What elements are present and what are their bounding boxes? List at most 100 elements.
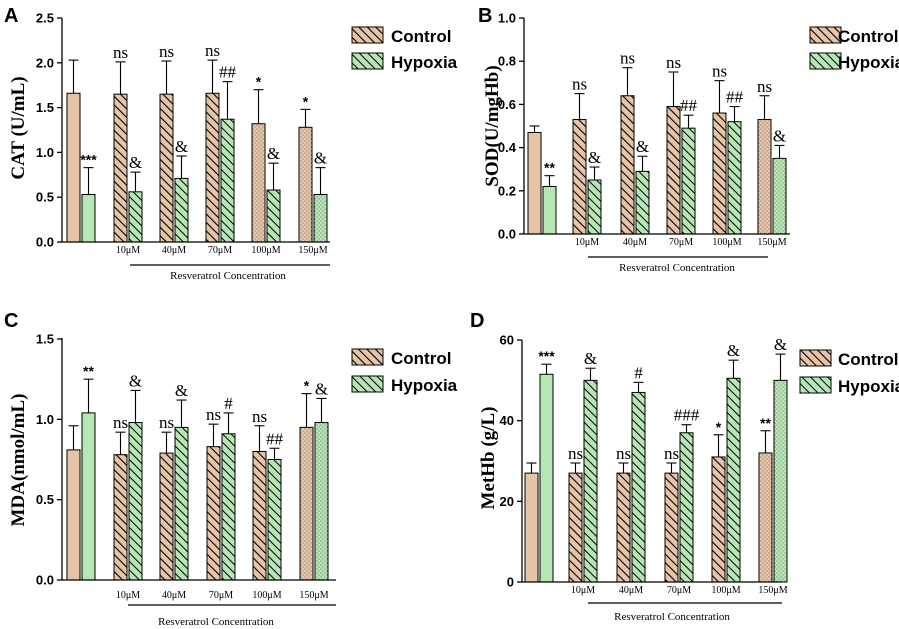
bar-control xyxy=(252,450,267,581)
legend-label-control: Control xyxy=(391,27,451,46)
significance-label: ## xyxy=(266,429,284,448)
x-tick-label: 100μM xyxy=(712,237,741,248)
bar-control xyxy=(568,472,583,583)
y-tick-label: 0.0 xyxy=(498,227,516,242)
bar-hypoxia xyxy=(313,194,328,243)
panel-letter: B xyxy=(478,5,492,27)
bar-hypoxia xyxy=(583,379,598,583)
significance-label: & xyxy=(315,379,328,398)
significance-label: # xyxy=(634,363,643,382)
panel-a: A CAT (U/mL) 0.00.51.01.52.02.5 ns ns ns**… xyxy=(4,5,330,282)
significance-label: * xyxy=(256,74,262,90)
bars: ns ns ns ns ns ** & & ## ## & xyxy=(527,49,787,235)
legend-swatch-hypoxia xyxy=(351,52,384,70)
bar-control xyxy=(712,112,727,235)
significance-label: & xyxy=(636,137,649,156)
legend-label-hypoxia: Hypoxia xyxy=(838,377,899,396)
bars: ns ns ns ns***&&###& xyxy=(66,363,329,581)
y-tick-label: 40 xyxy=(500,413,514,428)
x-tick-label: 10μM xyxy=(575,237,599,248)
legend-swatch-control xyxy=(809,26,842,44)
bar-control xyxy=(159,452,174,581)
significance-label: & xyxy=(175,137,188,156)
bar-control xyxy=(206,446,221,581)
bar-control xyxy=(524,472,539,583)
y-tick-label: 2.5 xyxy=(36,11,54,26)
bar-hypoxia xyxy=(128,422,143,581)
significance-label: ns xyxy=(712,62,727,81)
group-label: Resveratrol Concentration xyxy=(158,616,274,628)
x-tick-label: 10μM xyxy=(116,590,140,601)
y-ticks: 0.0 0.2 0.4 0.6 0.8 1.0 xyxy=(498,11,524,242)
x-tick-label: 40μM xyxy=(162,590,186,601)
significance-label: *** xyxy=(538,348,555,364)
legend-label-control: Control xyxy=(838,27,898,46)
bar-hypoxia xyxy=(174,426,189,581)
bar-control xyxy=(113,93,128,243)
legend-swatch-hypoxia xyxy=(809,52,842,70)
legend-label-hypoxia: Hypoxia xyxy=(391,53,458,72)
x-tick-label: 150μM xyxy=(298,245,327,256)
significance-label: ns xyxy=(616,444,631,463)
y-tick-label: 0.6 xyxy=(498,97,516,112)
x-tick-label: 70μM xyxy=(669,237,693,248)
y-ticks: 0 20 40 60 xyxy=(500,333,522,590)
bar-hypoxia xyxy=(773,379,788,583)
y-tick-label: 0 xyxy=(507,575,514,590)
legend-b: Control Hypoxia xyxy=(809,26,899,72)
significance-label: & xyxy=(129,153,142,172)
bar-control xyxy=(527,131,542,235)
x-tick-label: 100μM xyxy=(252,590,281,601)
bar-control xyxy=(159,93,174,243)
x-tick-label: 100μM xyxy=(251,245,280,256)
y-tick-label: 2.0 xyxy=(36,55,54,70)
significance-label: ns xyxy=(666,53,681,72)
bar-hypoxia xyxy=(267,459,282,581)
significance-label: * xyxy=(303,93,309,109)
bar-hypoxia xyxy=(220,118,235,243)
x-ticks: 10μM 40μM 70μM 100μM 150μM xyxy=(116,590,329,601)
legend-swatch-control xyxy=(351,26,384,44)
legend-swatch-control xyxy=(351,348,384,366)
bar-hypoxia xyxy=(631,391,646,583)
bar-control xyxy=(666,106,681,235)
bar-control xyxy=(251,123,266,243)
bar-control xyxy=(66,449,81,581)
bar-hypoxia xyxy=(221,433,236,581)
significance-label: & xyxy=(314,149,327,168)
bar-control xyxy=(711,456,726,583)
y-tick-label: 0.0 xyxy=(36,573,54,588)
y-axis-label: CAT (U/mL) xyxy=(8,76,29,179)
legend-c: Control Hypoxia xyxy=(351,348,458,395)
significance-label: ** xyxy=(83,363,94,379)
bar-hypoxia xyxy=(679,432,694,583)
x-tick-label: 10μM xyxy=(116,245,140,256)
legend-d: Control Hypoxia xyxy=(799,349,899,396)
x-tick-label: 10μM xyxy=(571,585,595,596)
y-tick-label: 20 xyxy=(500,494,514,509)
y-tick-label: 0.5 xyxy=(36,492,54,507)
bar-control xyxy=(205,92,220,243)
y-tick-label: 0.5 xyxy=(36,190,54,205)
group-label: Resveratrol Concentration xyxy=(619,262,735,274)
significance-label: ## xyxy=(680,96,698,115)
significance-label: ns xyxy=(159,413,174,432)
significance-label: & xyxy=(774,335,787,354)
significance-label: & xyxy=(584,349,597,368)
x-tick-label: 40μM xyxy=(162,245,186,256)
significance-label: & xyxy=(267,144,280,163)
significance-label: # xyxy=(224,394,233,413)
bars: ns ns ns* ***** &####& & xyxy=(524,335,788,583)
legend-label-control: Control xyxy=(391,349,451,368)
y-tick-label: 1.0 xyxy=(36,145,54,160)
bar-hypoxia xyxy=(539,373,554,583)
x-ticks: 10μM 40μM 70μM 100μM 150μM xyxy=(116,245,328,256)
x-tick-label: 70μM xyxy=(208,245,232,256)
significance-label: & xyxy=(175,381,188,400)
bar-control xyxy=(572,119,587,235)
bar-hypoxia xyxy=(128,191,143,243)
significance-label: ns xyxy=(205,41,220,60)
significance-label: ns xyxy=(664,444,679,463)
